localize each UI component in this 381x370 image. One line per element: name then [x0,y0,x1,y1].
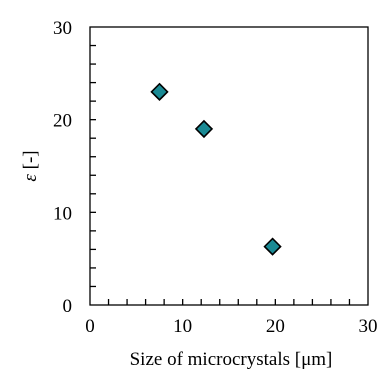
y-tick-label: 0 [63,296,73,317]
x-tick-label: 10 [173,316,192,337]
y-tick-label: 20 [53,111,72,132]
y-tick-labels: 0 10 20 30 [53,18,72,317]
data-point [194,119,214,139]
x-tick-labels: 0 10 20 30 [85,316,377,337]
plot-area [89,26,369,306]
x-axis-title: Size of microcrystals [μm] [130,349,333,370]
x-tick-label: 20 [266,316,285,337]
data-points [150,82,282,256]
y-axis-title: ε [-] [20,150,41,181]
y-tick-label: 30 [53,18,72,39]
data-point [263,237,282,256]
minor-ticks [90,44,351,305]
x-tick-label: 0 [85,316,95,337]
y-axis-title-symbol: ε [20,174,41,182]
y-tick-label: 10 [53,203,72,224]
y-axis-title-unit: [-] [20,150,41,174]
x-tick-label: 30 [359,316,378,337]
y-axis-title-group: ε [-] [20,150,41,181]
data-point [150,82,169,101]
